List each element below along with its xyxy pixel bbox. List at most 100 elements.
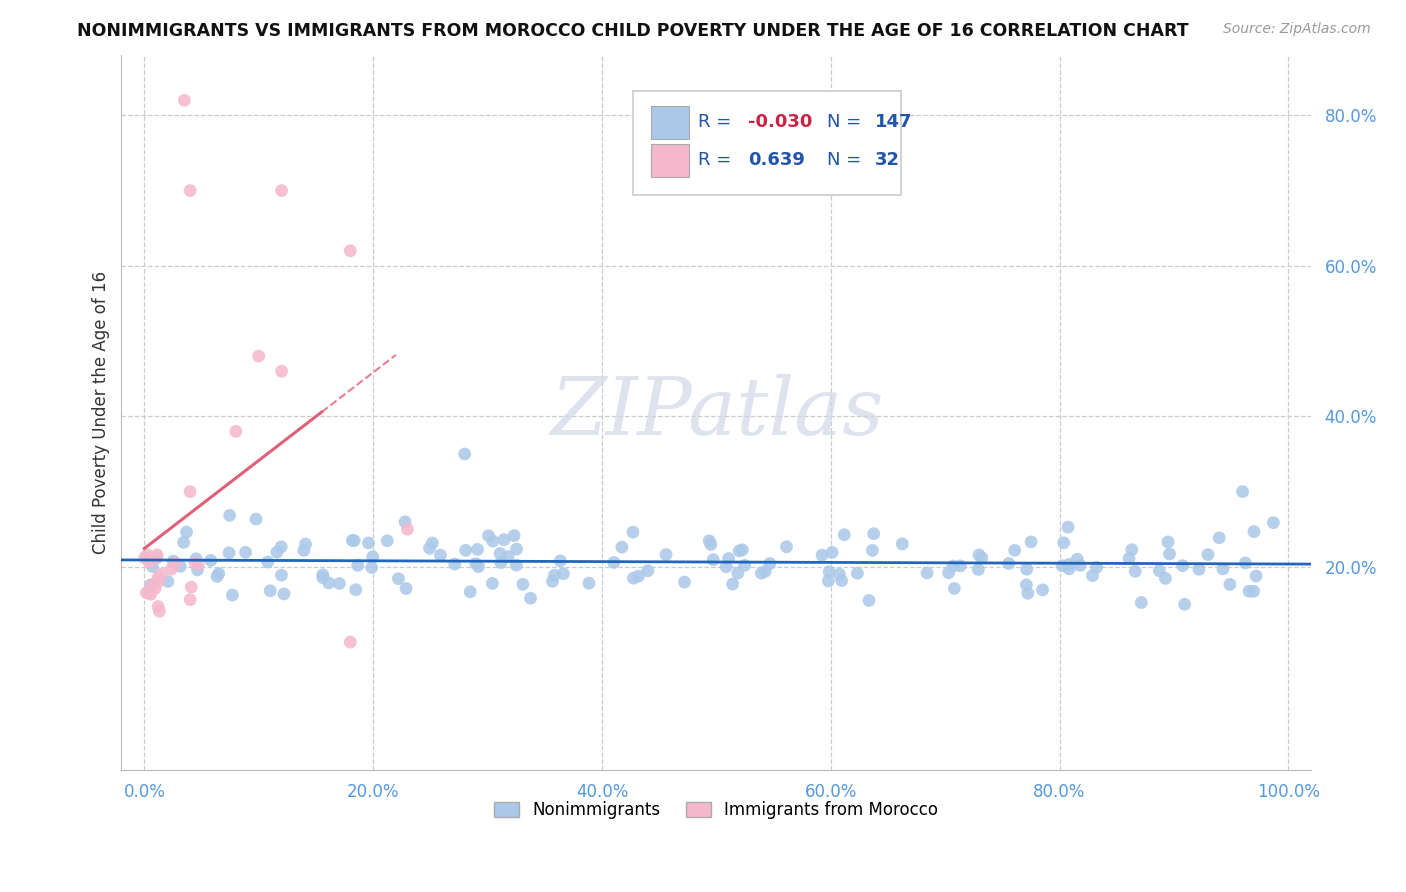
Point <box>270 184 292 198</box>
Point <box>225 425 247 439</box>
Point <box>1171 558 1194 573</box>
Point <box>259 583 281 598</box>
Point <box>1057 562 1080 576</box>
Point <box>156 574 179 589</box>
Point <box>342 533 364 548</box>
Point <box>169 559 191 574</box>
Point <box>146 599 169 614</box>
Point <box>1212 562 1234 576</box>
Text: ZIPatlas: ZIPatlas <box>550 374 883 451</box>
Point <box>179 592 201 607</box>
Point <box>1157 535 1180 549</box>
Point <box>429 548 451 562</box>
Point <box>627 569 650 583</box>
Point <box>1019 535 1042 549</box>
Point <box>1208 531 1230 545</box>
Point <box>550 554 572 568</box>
Point <box>148 604 170 618</box>
Point <box>891 537 914 551</box>
Point <box>751 566 773 581</box>
Point <box>176 525 198 540</box>
Point <box>312 571 335 585</box>
Point <box>862 526 884 541</box>
Point <box>443 557 465 571</box>
Point <box>136 548 159 562</box>
Point <box>179 184 201 198</box>
Point <box>173 535 195 549</box>
Point <box>942 559 965 574</box>
Point <box>492 533 515 547</box>
Point <box>221 588 243 602</box>
Point <box>997 557 1019 571</box>
Point <box>146 548 169 562</box>
Point <box>714 559 737 574</box>
Point <box>1050 558 1073 573</box>
Point <box>512 577 534 591</box>
Point <box>1243 524 1265 539</box>
Point <box>489 556 512 570</box>
Point <box>375 533 398 548</box>
Point <box>655 548 678 562</box>
Y-axis label: Child Poverty Under the Age of 16: Child Poverty Under the Age of 16 <box>93 271 110 554</box>
Point <box>1121 542 1143 557</box>
Point <box>731 542 754 557</box>
Point <box>187 558 209 572</box>
Point <box>938 566 960 580</box>
Point <box>697 533 720 548</box>
Point <box>673 575 696 590</box>
Point <box>1085 560 1108 574</box>
Point <box>860 543 883 558</box>
Point <box>505 542 527 557</box>
Point <box>603 556 626 570</box>
Point <box>467 542 489 557</box>
Point <box>218 546 240 560</box>
Point <box>727 566 749 581</box>
Text: 147: 147 <box>875 112 912 130</box>
Point <box>1237 584 1260 599</box>
Point <box>1159 547 1181 561</box>
Point <box>150 566 173 581</box>
Point <box>422 536 444 550</box>
Point <box>165 556 187 570</box>
Point <box>1081 568 1104 582</box>
Text: R =: R = <box>699 152 738 169</box>
Point <box>328 576 350 591</box>
Point <box>1154 571 1177 585</box>
Point <box>846 566 869 581</box>
Point <box>1057 558 1080 572</box>
Point <box>1017 586 1039 600</box>
Point <box>134 550 156 565</box>
Point <box>1053 535 1076 549</box>
Point <box>360 560 382 574</box>
Point <box>1232 484 1254 499</box>
Point <box>858 593 880 607</box>
Point <box>758 557 780 571</box>
Point <box>145 551 167 566</box>
Point <box>139 587 162 601</box>
Point <box>179 484 201 499</box>
Point <box>496 549 519 564</box>
Legend: Nonimmigrants, Immigrants from Morocco: Nonimmigrants, Immigrants from Morocco <box>488 795 945 826</box>
Point <box>828 567 851 582</box>
Point <box>1219 577 1241 591</box>
Point <box>1118 551 1140 566</box>
Point <box>218 508 240 523</box>
Point <box>1015 578 1038 592</box>
Point <box>1197 548 1219 562</box>
Point <box>148 574 170 589</box>
Point <box>519 591 541 606</box>
Point <box>717 551 740 566</box>
Point <box>1244 569 1267 583</box>
Point <box>343 533 366 548</box>
Point <box>702 552 724 566</box>
Point <box>949 558 972 573</box>
Point <box>270 364 292 378</box>
Point <box>1032 582 1054 597</box>
Point <box>1057 520 1080 534</box>
Point <box>1069 558 1091 573</box>
Point <box>458 584 481 599</box>
Point <box>1174 598 1197 612</box>
FancyBboxPatch shape <box>651 145 689 178</box>
Text: 0.639: 0.639 <box>748 152 806 169</box>
Point <box>135 585 157 599</box>
